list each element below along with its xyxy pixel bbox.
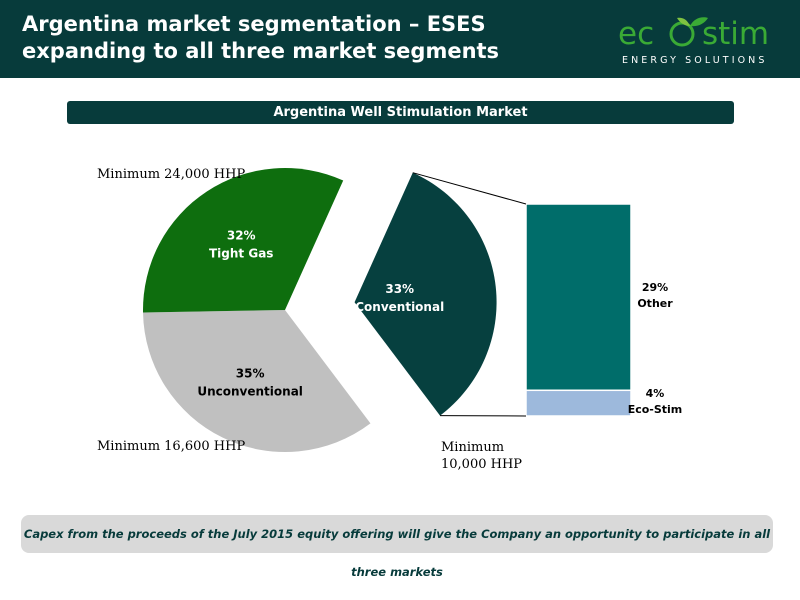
ecostim-logo: ec stim ENERGY SOLUTIONS: [618, 16, 769, 66]
logo-wordmark-left: ec: [618, 16, 654, 52]
bar-pct-eco-stim: 4%: [646, 387, 665, 400]
pie-pct-tight-gas: 32%: [227, 229, 256, 243]
logo-wordmark-right: stim: [702, 16, 769, 52]
pie-slice-tight-gas: [143, 167, 344, 313]
min-label-tight-gas: Minimum 16,600 HHP: [97, 439, 246, 454]
pie-pct-conventional: 33%: [385, 282, 414, 296]
min-label-conventional-line2: 10,000 HHP: [441, 457, 523, 472]
bar-label-eco-stim: Eco-Stim: [628, 403, 683, 416]
pie-label-unconventional: Unconventional: [197, 384, 303, 398]
chart-banner: Argentina Well Stimulation Market: [67, 101, 734, 124]
connector-line-top: [412, 172, 527, 205]
sprout-leaf-icon: [669, 17, 708, 47]
pie-slice-unconventional: [143, 310, 371, 452]
logo-tagline: ENERGY SOLUTIONS: [622, 55, 768, 66]
bar-label-other: Other: [637, 297, 673, 310]
footer-note: Capex from the proceeds of the July 2015…: [21, 515, 773, 579]
pie-label-conventional: Conventional: [355, 300, 444, 314]
bar-segment-eco-stim: [525, 389, 632, 417]
bar-pct-other: 29%: [642, 281, 668, 294]
min-label-unconventional: Minimum 24,000 HHP: [97, 167, 246, 182]
pie-slice-conventional: [354, 172, 497, 416]
header-bar: Argentina market segmentation – ESES exp…: [0, 0, 800, 78]
bar-segment-other: [525, 203, 632, 392]
pie-pct-unconventional: 35%: [236, 366, 265, 380]
pie-label-tight-gas: Tight Gas: [209, 247, 273, 261]
page-title: Argentina market segmentation – ESES exp…: [22, 12, 500, 63]
min-label-conventional-line1: Minimum: [441, 440, 505, 455]
